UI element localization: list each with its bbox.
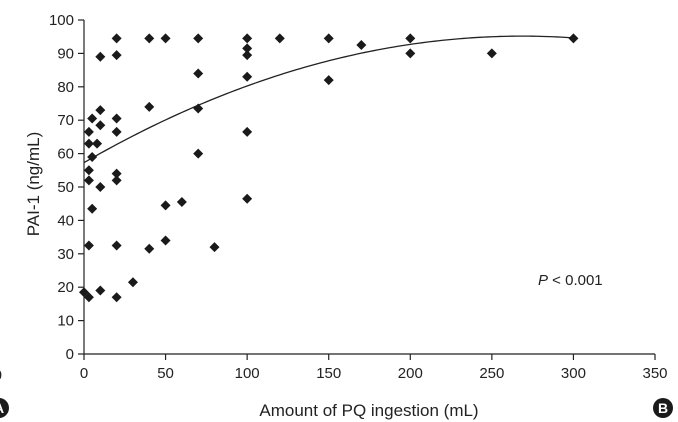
data-point [160,33,171,44]
p-value-italic: P [538,272,548,289]
data-point [95,182,106,192]
panel-badge-b: B [653,398,673,418]
panel-badge-a: A [0,398,9,418]
data-point [92,138,103,149]
y-tick-label: 0 [66,346,74,363]
data-point [87,151,98,162]
y-tick-label: 70 [57,112,74,129]
y-tick-label: 80 [57,79,74,96]
data-point [356,40,367,51]
data-point [486,48,497,59]
y-axis-title: PAI-1 (ng/mL) [24,132,43,237]
data-point [83,240,94,251]
data-point [83,175,94,186]
data-point [127,277,138,288]
y-tick-label: 10 [57,313,74,330]
data-point [193,148,204,159]
data-point [323,75,334,86]
x-tick-label: 250 [479,365,504,382]
data-point [111,168,122,179]
badge-b-label: B [658,400,668,416]
y-tick-label: 40 [57,212,74,229]
y-tick-label: 30 [57,246,74,263]
data-point [111,126,122,137]
x-tick-label: 300 [561,365,586,382]
data-point [160,200,171,211]
data-point [144,101,155,112]
data-point [242,50,253,61]
data-point [111,175,122,186]
x-tick-label: 350 [642,365,667,382]
y-tick-label: 60 [57,146,74,163]
data-point [95,105,106,116]
x-ticks: 0 50 100 150 200 250 300 350 [80,354,668,382]
data-point [95,51,106,62]
data-point [95,285,106,296]
data-point [95,120,106,131]
x-tick-label: 50 [157,365,174,382]
data-point [193,68,204,79]
data-point [405,33,416,44]
x-axis-title: Amount of PQ ingestion (mL) [259,401,478,420]
y-tick-label: 90 [57,45,74,62]
y-tick-label: 100 [49,12,74,29]
data-point [405,48,416,59]
data-points [79,33,579,303]
y-tick-label: 20 [57,279,74,296]
left-edge-tick-label: 0 [0,367,2,384]
data-point [242,71,253,82]
x-tick-label: 200 [398,365,423,382]
data-point [144,243,155,254]
p-value-rest: < 0.001 [548,272,603,289]
data-point [83,126,94,137]
axes [83,20,655,355]
data-point [111,113,122,124]
y-ticks: 0 10 20 30 40 50 60 70 80 90 100 [49,12,84,363]
data-point [87,203,98,214]
data-point [193,103,204,114]
data-point [193,33,204,44]
data-point [209,242,220,253]
data-point [242,33,253,44]
data-point [111,50,122,61]
x-tick-label: 0 [80,365,88,382]
p-value-annotation: P < 0.001 [538,272,603,289]
data-point [144,33,155,44]
data-point [242,43,253,54]
data-point [83,292,94,303]
data-point [87,113,98,124]
y-tick-label: 50 [57,179,74,196]
data-point [111,240,122,251]
data-point [111,292,122,303]
data-point [111,33,122,44]
data-point [323,33,334,44]
data-point [242,126,253,137]
badge-a-label: A [0,400,4,416]
data-point [176,197,187,208]
data-point [160,235,171,246]
trend-curve [83,35,574,164]
x-tick-label: 100 [235,365,260,382]
data-point [83,138,94,149]
data-point [242,193,253,204]
data-point [568,33,579,44]
data-point [83,165,94,176]
data-point [274,33,285,44]
x-tick-label: 150 [316,365,341,382]
